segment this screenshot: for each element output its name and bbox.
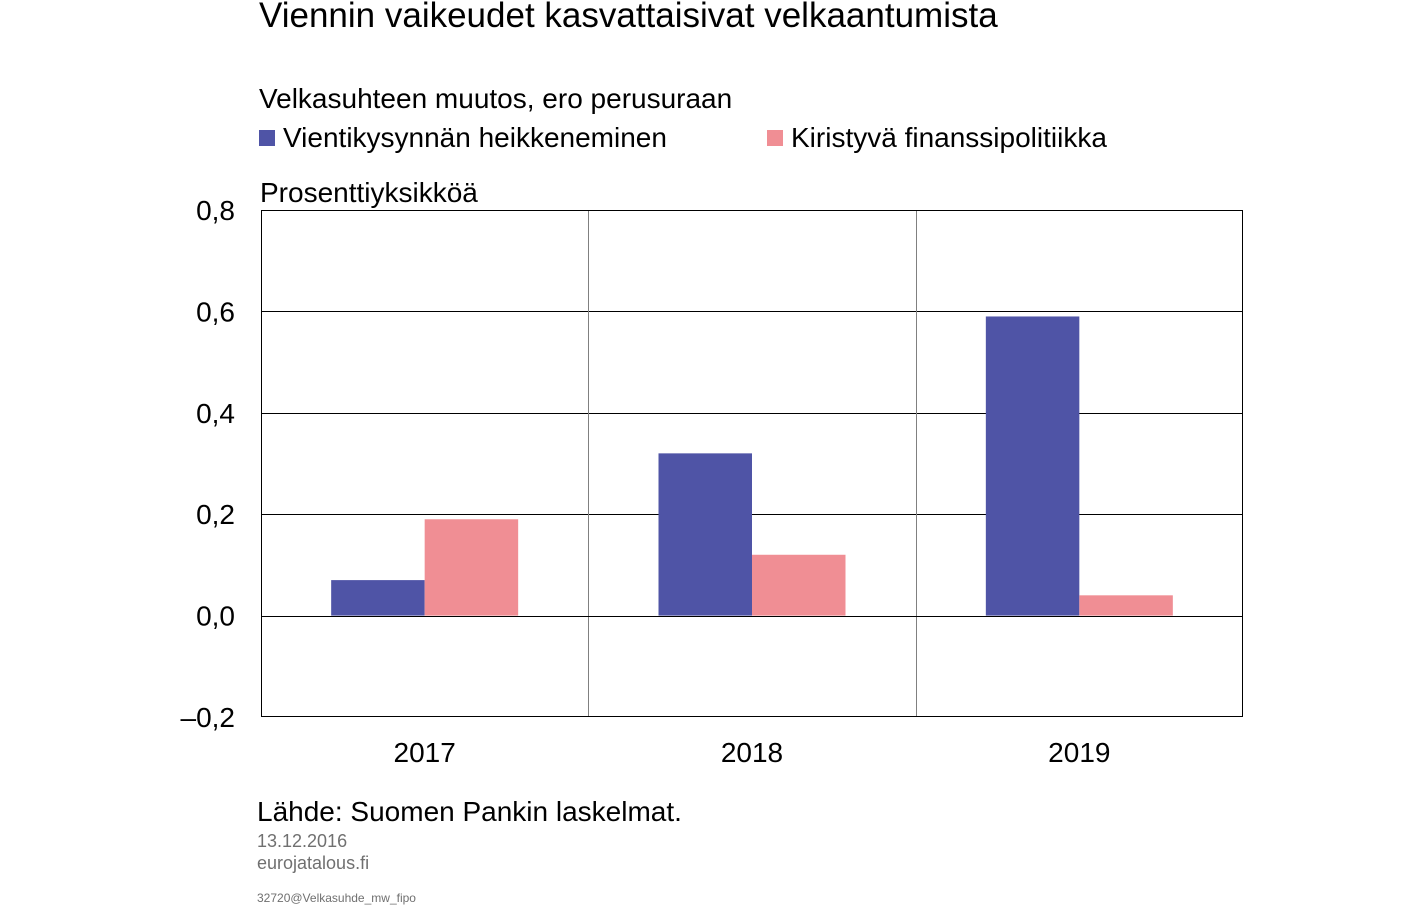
x-tick-label-2018: 2018 bbox=[721, 737, 783, 768]
y-tick-label-3: 0,4 bbox=[196, 398, 235, 429]
bar-2018-series-2 bbox=[752, 554, 846, 616]
legend-swatch-series-2 bbox=[767, 130, 783, 146]
y-tick-label-1: 0,0 bbox=[196, 601, 235, 632]
chart-code: 32720@Velkasuhde_mw_fipo bbox=[257, 891, 416, 905]
legend-item-series-2: Kiristyvä finanssipolitiikka bbox=[767, 122, 1107, 154]
legend-swatch-series-1 bbox=[259, 130, 275, 146]
y-tick-label-0: –0,2 bbox=[181, 702, 236, 733]
chart-subtitle: Velkasuhteen muutos, ero perusuraan bbox=[259, 83, 733, 114]
legend-label-series-2: Kiristyvä finanssipolitiikka bbox=[791, 122, 1107, 153]
bar-2019-series-2 bbox=[1079, 595, 1173, 616]
site-name: eurojatalous.fi bbox=[257, 853, 370, 873]
legend-item-series-1: Vientikysynnän heikkeneminen bbox=[259, 122, 667, 154]
source-note: Lähde: Suomen Pankin laskelmat. bbox=[257, 796, 682, 827]
bar-2019-series-1 bbox=[985, 316, 1080, 616]
y-axis-unit-label: Prosenttiyksikköä bbox=[260, 177, 478, 208]
legend: Vientikysynnän heikkeneminen Kiristyvä f… bbox=[259, 122, 1259, 158]
chart-title: Viennin vaikeudet kasvattaisivat velkaan… bbox=[259, 0, 998, 35]
publication-date: 13.12.2016 bbox=[257, 831, 348, 851]
y-tick-label-2: 0,2 bbox=[196, 499, 235, 530]
plot-frame bbox=[261, 210, 1243, 717]
bar-2017-series-2 bbox=[424, 519, 519, 616]
legend-label-series-1: Vientikysynnän heikkeneminen bbox=[283, 122, 667, 153]
x-tick-label-2019: 2019 bbox=[1048, 737, 1110, 768]
bar-2018-series-1 bbox=[658, 453, 752, 616]
x-tick-label-2017: 2017 bbox=[394, 737, 456, 768]
bar-2017-series-1 bbox=[331, 580, 425, 616]
y-tick-label-5: 0,8 bbox=[196, 195, 235, 226]
y-tick-label-4: 0,6 bbox=[196, 296, 235, 327]
